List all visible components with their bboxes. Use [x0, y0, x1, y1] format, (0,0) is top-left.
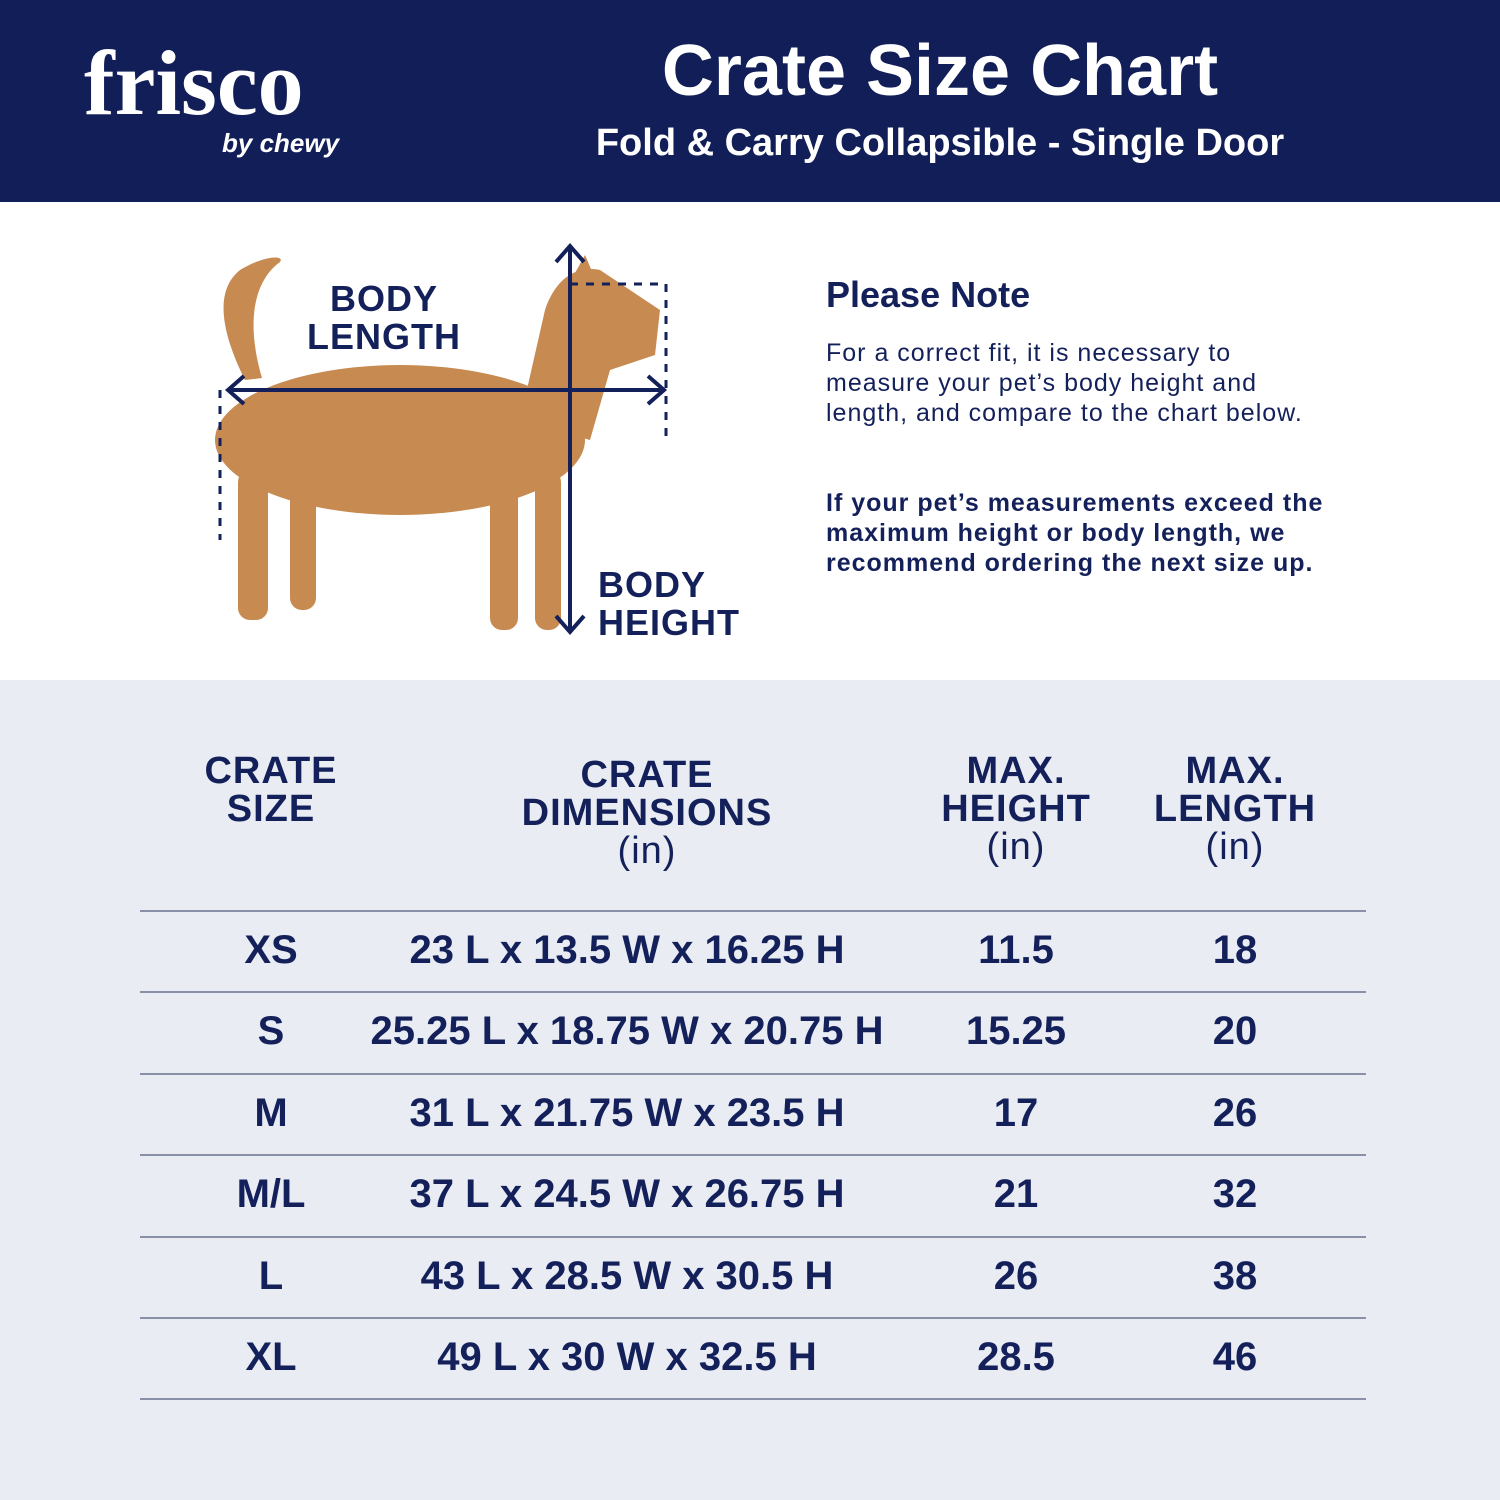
header-line: CRATE: [204, 750, 338, 792]
table-cell: 32: [1212, 1172, 1258, 1217]
header: frisco by chewy Crate Size Chart Fold & …: [0, 0, 1500, 202]
label-line: BODY: [598, 564, 707, 605]
header-line: MAX.: [1185, 750, 1285, 792]
table-cell: 26: [993, 1253, 1039, 1298]
row-divider: [140, 1398, 1366, 1401]
table-cell: 11.5: [978, 928, 1054, 972]
dog: [215, 255, 660, 630]
logo: frisco: [84, 32, 304, 134]
table-cell: 20: [1212, 1009, 1258, 1054]
table-cell: 37 L x 24.5 W x 26.75 H: [409, 1172, 845, 1217]
table-cell: 21: [993, 1172, 1039, 1217]
table-cell: 49 L x 30 W x 32.5 H: [437, 1335, 817, 1379]
column-header: CRATE SIZE: [204, 752, 337, 828]
note-title: Please Note: [826, 274, 1031, 315]
column-header: MAX. LENGTH (in): [1154, 752, 1316, 866]
table-cell: 38: [1212, 1253, 1258, 1298]
header-line: SIZE: [226, 788, 316, 830]
note-text: For a correct fit, it is necessary to me…: [826, 339, 1303, 427]
table-cell: XL: [245, 1335, 297, 1379]
row-divider: [140, 1235, 1366, 1238]
table-cell: 31 L x 21.75 W x 23.5 H: [409, 1090, 845, 1135]
header-line: MAX.: [966, 750, 1066, 792]
row-divider: [140, 991, 1366, 994]
header-line: CRATE: [580, 754, 714, 796]
logo-sub: by chewy: [222, 128, 340, 158]
title: Crate Size Chart: [661, 31, 1219, 111]
table-cell: 25.25 L x 18.75 W x 20.75 H: [370, 1009, 884, 1054]
note-text-bold: If your pet’s measurements exceed the ma…: [826, 489, 1324, 577]
arrows: [218, 242, 668, 636]
table-cell: 26: [1212, 1090, 1258, 1135]
column-header: MAX. HEIGHT (in): [941, 752, 1091, 866]
row-divider: [140, 1317, 1366, 1319]
table-cell: XS: [244, 928, 298, 972]
header-line: DIMENSIONS: [521, 792, 773, 834]
row-divider: [140, 910, 1366, 912]
unit-label: (in): [986, 826, 1046, 868]
table-cell: 28.5: [977, 1335, 1055, 1379]
unit-label: (in): [617, 830, 677, 872]
unit-label: (in): [1205, 826, 1265, 868]
column-header: CRATE DIMENSIONS (in): [522, 756, 773, 870]
table-cell: M/L: [236, 1172, 306, 1217]
length-label: BODY LENGTH: [284, 280, 484, 356]
height-label: BODY HEIGHT: [598, 566, 740, 642]
table-cell: L: [258, 1253, 284, 1298]
table-cell: S: [257, 1009, 285, 1054]
table-cell: 23 L x 13.5 W x 16.25 H: [409, 928, 845, 972]
table-cell: 43 L x 28.5 W x 30.5 H: [420, 1253, 834, 1298]
row-divider: [140, 1154, 1366, 1157]
table-cell: 17: [993, 1090, 1039, 1135]
dog-diagram: [215, 242, 668, 636]
header-line: LENGTH: [1153, 788, 1317, 830]
table-cell: 46: [1212, 1335, 1258, 1379]
label-line: BODY: [329, 278, 438, 319]
header-line: HEIGHT: [941, 788, 1091, 830]
row-divider: [140, 1072, 1366, 1075]
subtitle: Fold & Carry Collapsible - Single Door: [595, 122, 1285, 164]
label-line: LENGTH: [307, 316, 461, 357]
table-cell: 15.25: [965, 1009, 1067, 1054]
table-cell: M: [254, 1090, 288, 1135]
table-cell: 18: [1212, 928, 1258, 972]
label-line: HEIGHT: [598, 602, 741, 643]
